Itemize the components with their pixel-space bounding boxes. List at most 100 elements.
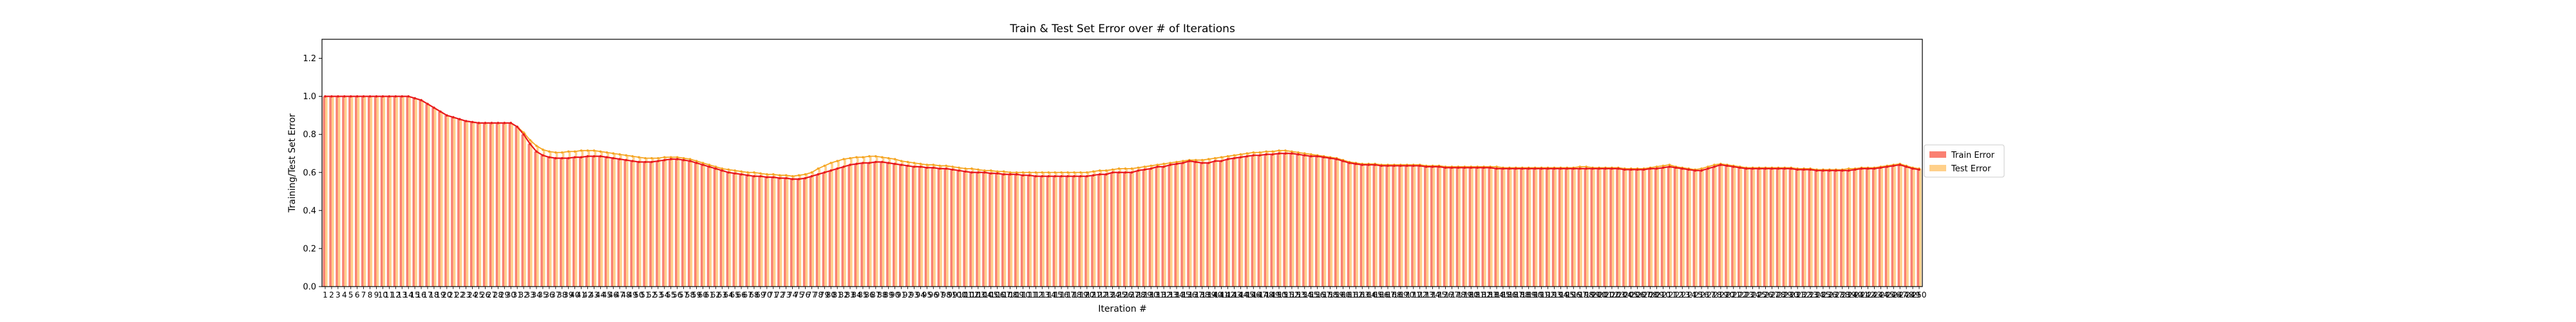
train-error-point-142 xyxy=(1226,158,1229,160)
train-error-point-33 xyxy=(529,142,531,146)
train-error-bar-183 xyxy=(1488,167,1491,287)
test-error-bar-221 xyxy=(1733,166,1736,287)
train-error-bar-79 xyxy=(822,172,825,287)
y-tick-label: 0.6 xyxy=(303,168,316,178)
train-error-bar-94 xyxy=(918,166,921,287)
x-tick-label: 92 xyxy=(903,290,913,299)
x-tick-label: 63 xyxy=(717,290,727,299)
test-error-bar-74 xyxy=(792,176,795,287)
x-tick-label: 108 xyxy=(1003,290,1018,299)
test-error-point-55 xyxy=(669,156,672,158)
x-tick-label: 233 xyxy=(1803,290,1818,299)
train-error-bar-15 xyxy=(412,98,415,287)
test-error-point-117 xyxy=(1066,171,1069,174)
x-tick-label: 46 xyxy=(609,290,618,299)
test-error-bar-237 xyxy=(1835,169,1839,287)
train-error-bar-159 xyxy=(1334,159,1337,287)
x-tick-label: 5 xyxy=(348,290,354,299)
test-error-bar-142 xyxy=(1227,156,1231,287)
test-error-point-184 xyxy=(1495,166,1498,168)
x-tick-label: 23 xyxy=(461,290,471,299)
test-error-bar-120 xyxy=(1086,172,1090,287)
legend-swatch-test xyxy=(1929,165,1946,171)
train-error-point-137 xyxy=(1195,160,1197,164)
test-error-bar-208 xyxy=(1650,167,1653,287)
train-error-bar-245 xyxy=(1884,166,1888,287)
test-error-bar-130 xyxy=(1151,166,1153,287)
train-error-point-47 xyxy=(618,158,621,160)
train-error-bar-64 xyxy=(726,172,729,287)
test-error-bar-81 xyxy=(837,161,840,287)
x-tick-label: 14 xyxy=(404,290,413,299)
x-tick-label: 167 xyxy=(1381,290,1396,299)
train-error-point-126 xyxy=(1124,171,1127,174)
train-error-point-114 xyxy=(1047,175,1050,178)
test-error-point-42 xyxy=(586,149,589,152)
train-error-bar-16 xyxy=(419,100,422,287)
train-error-point-5 xyxy=(349,95,352,98)
train-error-point-9 xyxy=(375,95,378,98)
test-error-bar-211 xyxy=(1669,164,1672,287)
test-error-point-119 xyxy=(1079,171,1082,174)
train-error-point-90 xyxy=(893,162,896,166)
test-error-bar-184 xyxy=(1496,166,1499,287)
train-error-point-65 xyxy=(734,172,736,175)
x-tick-label: 146 xyxy=(1246,290,1261,299)
train-error-point-154 xyxy=(1303,154,1306,156)
test-error-bar-185 xyxy=(1502,167,1506,287)
x-tick-label: 169 xyxy=(1393,290,1408,299)
x-tick-label: 48 xyxy=(621,290,631,299)
test-error-point-88 xyxy=(880,156,884,158)
train-error-bar-196 xyxy=(1571,168,1574,287)
train-error-bar-195 xyxy=(1564,168,1567,287)
train-error-bar-184 xyxy=(1494,168,1497,287)
y-axis: 0.0 0.2 0.4 0.6 0.8 1.0 1.2 xyxy=(303,54,322,292)
x-tick-label: 246 xyxy=(1886,290,1901,299)
x-tick-label: 107 xyxy=(996,290,1011,299)
train-error-bar-207 xyxy=(1642,169,1644,287)
train-error-bar-170 xyxy=(1405,166,1407,287)
train-error-point-250 xyxy=(1918,168,1920,171)
test-error-point-140 xyxy=(1213,156,1217,160)
x-tick-label: 88 xyxy=(877,290,887,299)
train-error-bar-209 xyxy=(1654,168,1657,287)
test-error-bar-118 xyxy=(1074,172,1077,287)
test-error-bar-231 xyxy=(1797,168,1800,287)
train-error-bar-151 xyxy=(1283,153,1285,287)
train-error-point-211 xyxy=(1668,166,1671,168)
test-error-point-89 xyxy=(887,156,890,160)
test-error-bar-11 xyxy=(389,96,392,287)
x-tick-label: 45 xyxy=(602,290,612,299)
test-error-bar-196 xyxy=(1573,167,1576,287)
test-error-point-131 xyxy=(1156,164,1159,166)
train-error-bar-97 xyxy=(937,168,940,287)
test-error-bar-139 xyxy=(1208,159,1211,287)
test-error-bar-116 xyxy=(1061,172,1064,287)
test-error-bar-22 xyxy=(459,119,462,287)
x-tick-label: 199 xyxy=(1586,290,1600,299)
x-tick-label: 202 xyxy=(1604,290,1619,299)
test-error-bar-44 xyxy=(600,151,603,287)
train-error-point-186 xyxy=(1508,167,1511,170)
test-error-point-71 xyxy=(772,173,775,176)
test-error-point-106 xyxy=(996,170,999,173)
x-tick-label: 31 xyxy=(513,290,522,299)
test-error-bar-43 xyxy=(594,150,597,287)
x-tick-label: 19 xyxy=(435,290,445,299)
train-error-bar-221 xyxy=(1731,166,1734,287)
test-error-bar-198 xyxy=(1586,166,1589,287)
train-error-point-162 xyxy=(1354,162,1358,166)
test-error-bar-175 xyxy=(1439,166,1442,287)
test-error-point-151 xyxy=(1284,149,1287,152)
x-tick-label: 32 xyxy=(518,290,528,299)
x-tick-label: 229 xyxy=(1777,290,1792,299)
x-tick-label: 249 xyxy=(1906,290,1920,299)
x-tick-label: 17 xyxy=(422,290,432,299)
test-error-bar-19 xyxy=(440,111,443,287)
train-error-line xyxy=(325,95,1920,180)
train-error-point-69 xyxy=(759,175,762,178)
test-error-bar-234 xyxy=(1816,169,1819,287)
test-error-point-64 xyxy=(727,168,730,171)
test-error-point-35 xyxy=(542,148,544,151)
train-error-bar-77 xyxy=(809,176,812,287)
